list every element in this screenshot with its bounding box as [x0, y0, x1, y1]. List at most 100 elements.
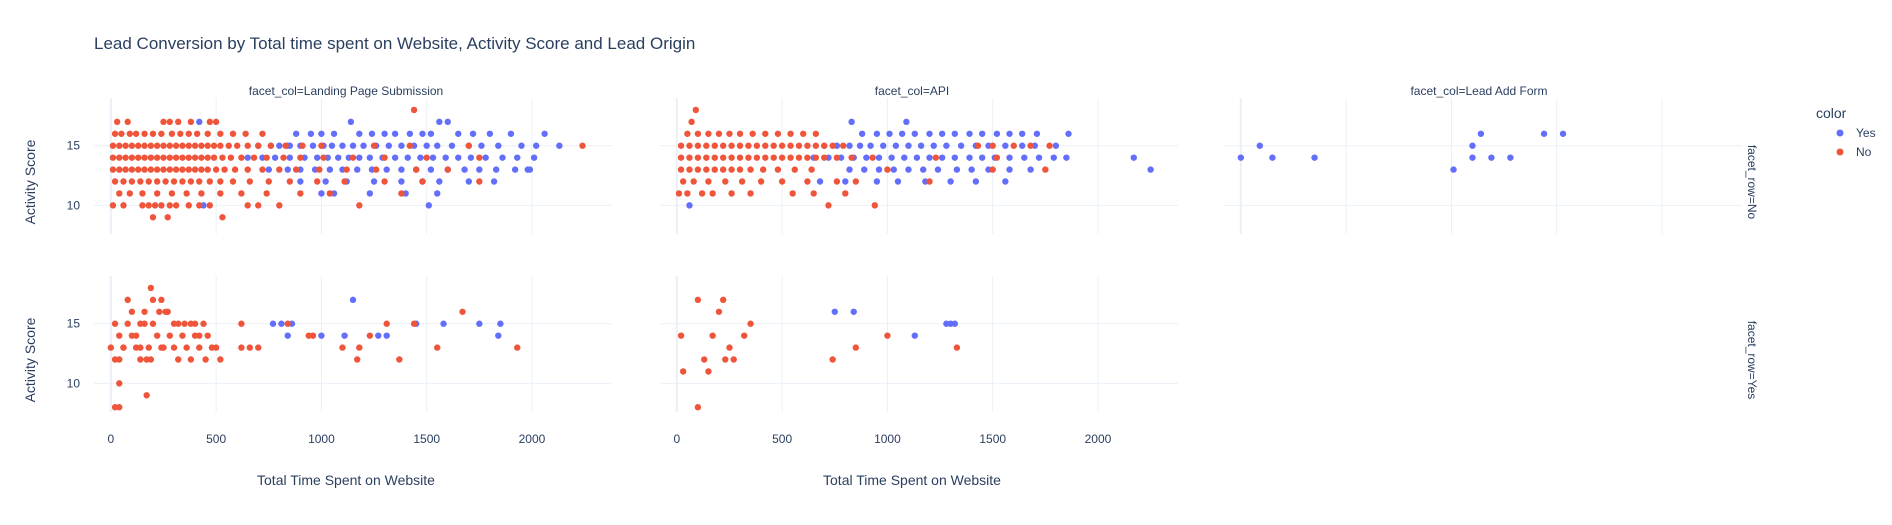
scatter-point-no	[141, 166, 148, 173]
scatter-point-no	[812, 154, 820, 161]
scatter-point-no	[736, 154, 744, 161]
scatter-point-no	[128, 154, 136, 161]
scatter-point-yes	[478, 142, 485, 149]
legend-label-no[interactable]: No	[1856, 145, 1872, 159]
scatter-point-no	[238, 190, 245, 197]
scatter-point-yes	[366, 154, 374, 161]
scatter-point-no	[212, 344, 220, 351]
scatter-point-yes	[532, 142, 540, 149]
scatter-point-no	[145, 344, 152, 351]
scatter-point-yes	[440, 320, 447, 327]
x-tick-label: 1500	[413, 432, 440, 446]
scatter-point-no	[166, 142, 174, 149]
scatter-point-yes	[957, 142, 965, 149]
scatter-point-yes	[873, 178, 881, 185]
scatter-point-no	[804, 178, 811, 185]
scatter-point-no	[166, 332, 174, 339]
legend[interactable]: color Yes No	[1816, 105, 1876, 159]
scatter-point-yes	[284, 332, 291, 339]
scatter-point-no	[280, 154, 287, 161]
scatter-point-no	[884, 166, 891, 173]
scatter-point-yes	[856, 142, 864, 149]
scatter-point-no	[686, 154, 693, 161]
scatter-point-yes	[686, 202, 693, 209]
scatter-point-no	[514, 344, 521, 351]
scatter-point-no	[160, 344, 167, 351]
scatter-point-no	[719, 154, 727, 161]
scatter-point-no	[869, 154, 876, 161]
scatter-point-no	[193, 130, 201, 137]
scatter-point-yes	[1130, 154, 1137, 161]
legend-marker-no[interactable]	[1836, 148, 1844, 156]
scatter-point-no	[244, 202, 251, 209]
scatter-point-no	[107, 344, 115, 351]
scatter-point-yes	[905, 166, 912, 173]
scatter-point-no	[476, 154, 483, 161]
scatter-point-yes	[442, 154, 449, 161]
scatter-point-no	[679, 178, 687, 185]
scatter-point-yes	[495, 332, 502, 339]
scatter-point-no	[326, 190, 334, 197]
legend-title: color	[1816, 105, 1847, 121]
scatter-point-yes	[429, 154, 437, 161]
scatter-point-yes	[398, 142, 405, 149]
scatter-point-no	[677, 166, 685, 173]
scatter-point-no	[179, 332, 186, 339]
scatter-point-no	[791, 166, 798, 173]
scatter-point-no	[804, 154, 811, 161]
scatter-point-no	[116, 356, 123, 363]
scatter-point-yes	[903, 118, 910, 126]
scatter-point-yes	[898, 130, 906, 137]
scatter-point-no	[160, 118, 167, 126]
scatter-point-yes	[1035, 154, 1043, 161]
scatter-point-yes	[309, 142, 317, 149]
scatter-point-yes	[391, 130, 399, 137]
scatter-point-no	[694, 296, 702, 304]
scatter-point-yes	[1006, 166, 1013, 173]
scatter-point-no	[267, 142, 275, 149]
scatter-point-yes	[867, 142, 874, 149]
scatter-point-no	[381, 178, 388, 185]
scatter-point-no	[694, 142, 702, 149]
scatter-point-no	[221, 166, 228, 173]
scatter-point-no	[229, 130, 237, 137]
scatter-point-yes	[322, 178, 329, 185]
scatter-point-no	[694, 130, 702, 137]
legend-marker-yes[interactable]	[1836, 129, 1844, 137]
scatter-point-yes	[888, 154, 895, 161]
scatter-point-yes	[1237, 154, 1245, 161]
scatter-point-no	[675, 190, 683, 197]
scatter-point-no	[109, 142, 117, 149]
scatter-point-no	[198, 154, 205, 161]
scatter-point-no	[147, 356, 155, 363]
scatter-point-no	[255, 344, 262, 351]
scatter-point-yes	[385, 142, 392, 149]
scatter-point-yes	[968, 166, 975, 173]
scatter-point-no	[286, 178, 294, 185]
scatter-point-yes	[1256, 142, 1263, 149]
scatter-point-no	[191, 320, 199, 327]
scatter-point-no	[120, 202, 127, 209]
scatter-point-no	[166, 166, 174, 173]
scatter-point-yes	[495, 142, 502, 149]
scatter-point-no	[116, 142, 123, 149]
scatter-point-no	[255, 142, 262, 149]
scatter-point-yes	[911, 130, 918, 137]
y-tick-label: 10	[67, 198, 81, 212]
scatter-point-no	[684, 130, 691, 137]
scatter-point-no	[297, 154, 304, 161]
scatter-point-yes	[920, 166, 927, 173]
scatter-point-no	[183, 344, 190, 351]
scatter-point-no	[711, 166, 718, 173]
scatter-point-no	[122, 166, 129, 173]
scatter-point-no	[166, 202, 174, 209]
scatter-point-yes	[286, 154, 294, 161]
scatter-point-yes	[368, 130, 376, 137]
legend-label-yes[interactable]: Yes	[1856, 126, 1876, 140]
scatter-point-yes	[360, 142, 367, 149]
scatter-point-no	[722, 178, 729, 185]
scatter-point-yes	[271, 154, 279, 161]
scatter-point-no	[715, 130, 723, 137]
scatter-point-no	[196, 202, 203, 209]
scatter-point-no	[246, 344, 254, 351]
